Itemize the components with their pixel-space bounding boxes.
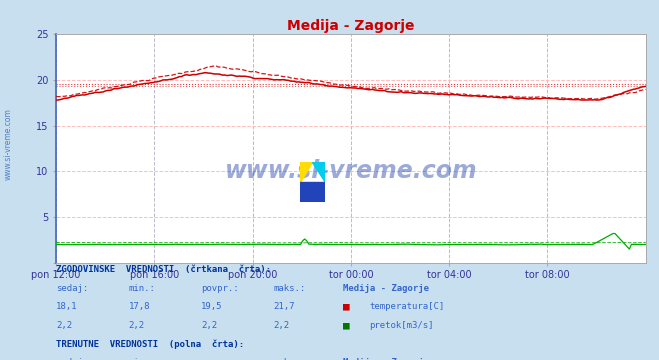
Text: 18,1: 18,1	[56, 302, 78, 311]
Text: sedaj:: sedaj:	[56, 284, 88, 293]
Polygon shape	[312, 162, 325, 182]
Text: povpr.:: povpr.:	[201, 359, 239, 360]
Text: povpr.:: povpr.:	[201, 284, 239, 293]
Text: maks.:: maks.:	[273, 284, 306, 293]
Text: www.si-vreme.com: www.si-vreme.com	[3, 108, 13, 180]
Text: ZGODOVINSKE  VREDNOSTI  (črtkana  črta):: ZGODOVINSKE VREDNOSTI (črtkana črta):	[56, 265, 271, 274]
Polygon shape	[300, 162, 312, 182]
Text: min.:: min.:	[129, 359, 156, 360]
Text: 2,2: 2,2	[129, 321, 144, 330]
Title: Medija - Zagorje: Medija - Zagorje	[287, 19, 415, 33]
Text: www.si-vreme.com: www.si-vreme.com	[225, 159, 477, 183]
Text: 2,2: 2,2	[201, 321, 217, 330]
Text: ■: ■	[343, 301, 349, 311]
Text: 21,7: 21,7	[273, 302, 295, 311]
Text: min.:: min.:	[129, 284, 156, 293]
Text: temperatura[C]: temperatura[C]	[369, 302, 444, 311]
Text: 2,2: 2,2	[56, 321, 72, 330]
Text: Medija - Zagorje: Medija - Zagorje	[343, 284, 429, 293]
Text: Medija - Zagorje: Medija - Zagorje	[343, 359, 429, 360]
Text: sedaj:: sedaj:	[56, 359, 88, 360]
Text: TRENUTNE  VREDNOSTI  (polna  črta):: TRENUTNE VREDNOSTI (polna črta):	[56, 339, 244, 349]
Text: 17,8: 17,8	[129, 302, 150, 311]
Text: 19,5: 19,5	[201, 302, 223, 311]
Text: ■: ■	[343, 320, 349, 330]
Text: 2,2: 2,2	[273, 321, 289, 330]
Text: pretok[m3/s]: pretok[m3/s]	[369, 321, 434, 330]
Polygon shape	[300, 182, 325, 202]
Text: maks.:: maks.:	[273, 359, 306, 360]
